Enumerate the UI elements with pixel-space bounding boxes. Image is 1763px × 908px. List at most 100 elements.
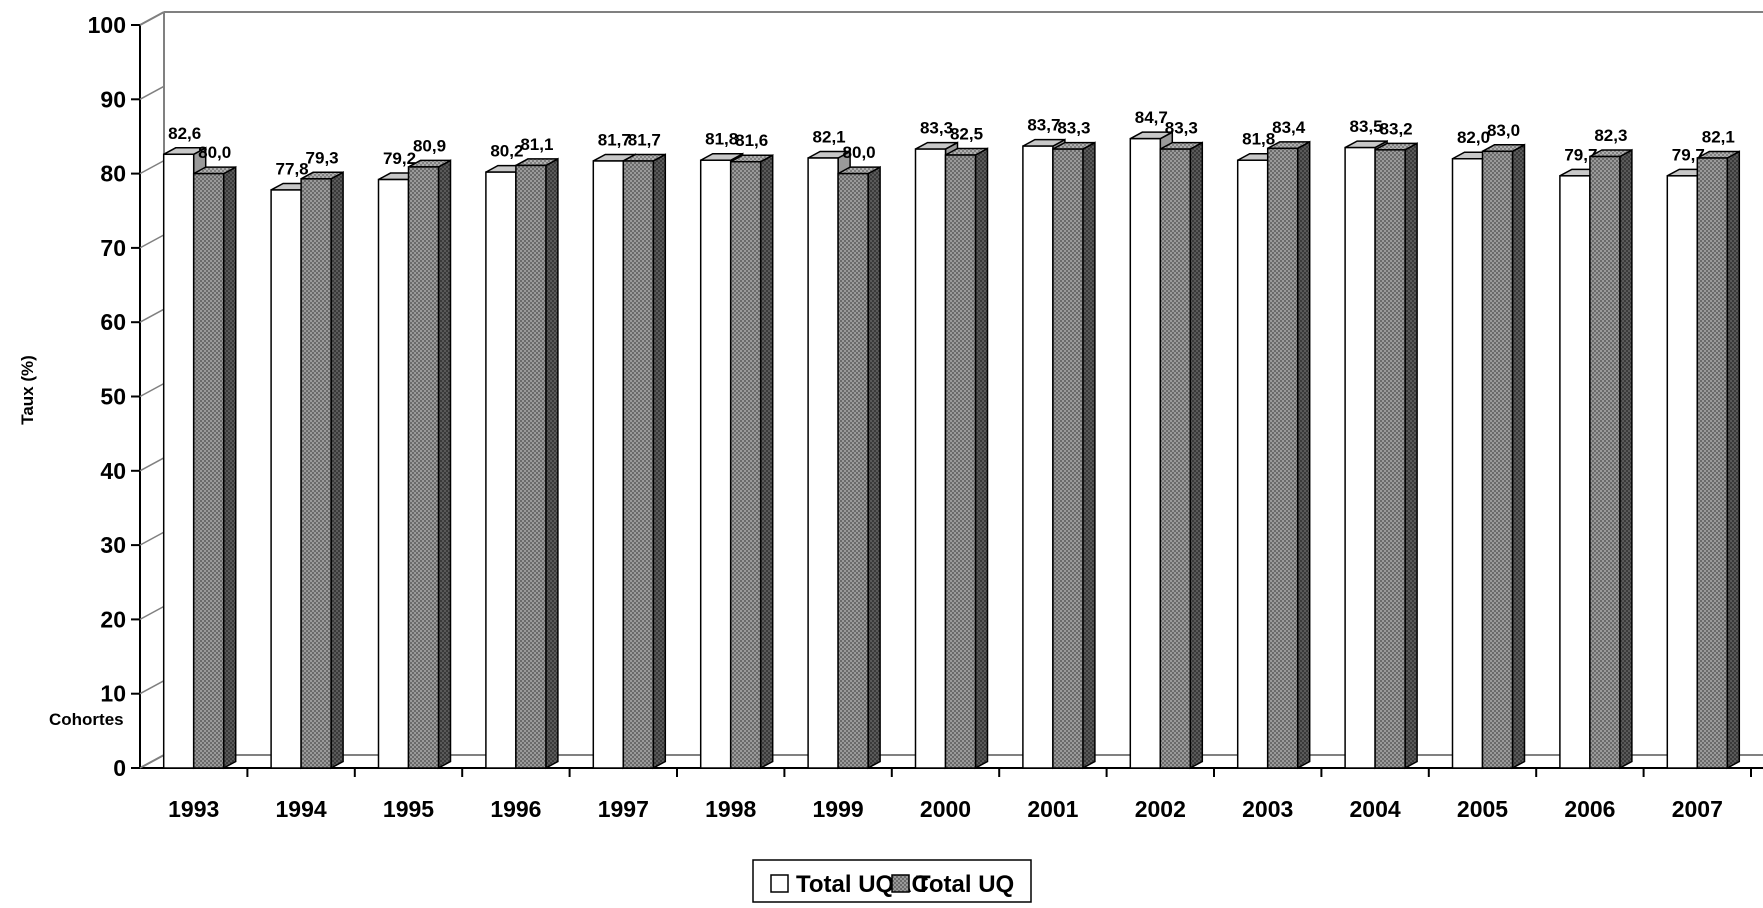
data-label: 80,2 [490, 142, 523, 161]
legend-swatch-total-uq [891, 874, 910, 893]
data-label: 83,4 [1272, 118, 1306, 137]
bar-side-total-uq [867, 165, 881, 770]
y-tick-label: 50 [100, 384, 126, 410]
y-tick-depth [139, 11, 165, 26]
bar-total-uq [1481, 150, 1514, 769]
bar-group: 82,1 [1696, 127, 1741, 770]
bar-total-uq [1266, 147, 1299, 769]
bar-group: 83,4 [1266, 118, 1311, 770]
bar-side-total-uq [652, 153, 667, 770]
y-tick-label: 30 [100, 532, 126, 558]
x-tick-label: 1995 [383, 796, 434, 822]
data-label: 77,8 [276, 159, 309, 178]
data-label: 83,7 [1027, 116, 1060, 135]
x-tick-label: 2003 [1242, 796, 1293, 822]
bar-side-total-uq [974, 147, 989, 770]
y-tick-depth [139, 457, 165, 472]
bar-total-uq [407, 166, 440, 769]
data-label: 82,5 [950, 125, 983, 144]
y-tick-depth [139, 680, 165, 695]
bar-side-total-uq [330, 171, 344, 770]
data-label: 82,1 [1702, 127, 1735, 146]
bar-group: 81,6 [729, 131, 774, 770]
y-axis-label: Taux (%) [18, 355, 37, 425]
data-label: 84,7 [1135, 108, 1168, 127]
bar-total-uq [1374, 149, 1406, 769]
y-tick-depth [139, 159, 165, 175]
bar-group: 80,0 [192, 143, 237, 770]
bar-total-uqac [1022, 145, 1054, 769]
y-tick-label: 90 [100, 86, 126, 112]
y-tick-label: 70 [100, 235, 126, 261]
y-tick-label: 10 [100, 681, 126, 707]
y-tick-depth [139, 308, 165, 323]
data-label: 83,0 [1487, 121, 1520, 140]
bar-total-uqac [377, 178, 410, 769]
data-label: 80,0 [198, 143, 231, 162]
bar-group: 83,0 [1481, 121, 1526, 770]
data-label: 82,6 [168, 124, 201, 143]
y-tick-label: 20 [100, 606, 126, 632]
bar-total-uqac [1666, 175, 1699, 769]
data-label: 82,3 [1594, 126, 1627, 145]
y-tick-label: 60 [100, 309, 126, 335]
x-tick-label: 1998 [705, 796, 756, 822]
bar-total-uqac [914, 148, 947, 769]
bar-total-uqac [699, 159, 732, 769]
bar-side-total-uq [437, 159, 452, 770]
y-tick-depth [139, 234, 165, 249]
data-label: 83,3 [1057, 119, 1090, 138]
data-label: 79,3 [306, 148, 339, 167]
bar-total-uq [1159, 148, 1192, 769]
data-label: 83,5 [1350, 117, 1383, 136]
bar-side-total-uq [759, 153, 774, 770]
bar-total-uqac [1236, 159, 1269, 769]
data-label: 80,0 [843, 143, 876, 162]
bar-total-uqac [485, 171, 517, 769]
x-tick-label: 1994 [276, 796, 327, 822]
bar-total-uq [837, 172, 869, 769]
y-tick-label: 80 [100, 161, 126, 187]
x-tick-label: 2006 [1564, 796, 1615, 822]
bar-total-uq [622, 160, 655, 769]
bar-total-uqac [592, 160, 625, 769]
x-tick-label: 1997 [598, 796, 649, 822]
legend-swatch-total-uqac [770, 874, 789, 893]
x-tick-label: 1996 [490, 796, 541, 822]
bar-side-total-uq [545, 157, 559, 770]
bar-group: 83,2 [1374, 119, 1418, 770]
bar-total-uq [515, 164, 547, 769]
bar-side-total-uq [1511, 143, 1526, 770]
bar-group: 81,7 [622, 130, 667, 770]
y-tick-label: 0 [113, 755, 126, 781]
data-label: 81,7 [628, 130, 661, 149]
bar-group: 83,3 [1159, 119, 1204, 770]
bar-side-total-uq [1726, 150, 1741, 770]
y-tick-depth [139, 531, 165, 546]
bar-group: 79,3 [300, 148, 344, 770]
y-tick-depth [139, 605, 165, 621]
bar-group: 82,3 [1589, 126, 1633, 770]
x-tick-label: 2001 [1027, 796, 1078, 822]
bars: 82,680,077,879,3 79,280,9 80,281,1 81,781,7… [162, 108, 1741, 770]
bar-total-uq [192, 172, 225, 769]
bar-total-uqac [807, 157, 839, 769]
data-label: 81,8 [705, 130, 738, 149]
data-label: 83,2 [1380, 119, 1413, 138]
data-label: 81,8 [1242, 130, 1275, 149]
data-label: 83,3 [1165, 119, 1198, 138]
x-tick-label: 1993 [168, 796, 219, 822]
data-label: 83,3 [920, 119, 953, 138]
y-tick-label: 100 [88, 12, 126, 38]
bar-total-uq [944, 154, 977, 769]
y-tick-depth [139, 754, 165, 769]
data-label: 80,9 [413, 136, 446, 155]
y-tick-depth [139, 382, 165, 398]
bar-side-total-uq [1082, 141, 1096, 770]
bar-total-uqac [1451, 157, 1484, 769]
bar-group: 82,5 [944, 125, 989, 770]
data-label: 81,1 [520, 135, 553, 154]
bar-group: 83,3 [1052, 119, 1096, 770]
bar-side-total-uq [1189, 141, 1204, 770]
